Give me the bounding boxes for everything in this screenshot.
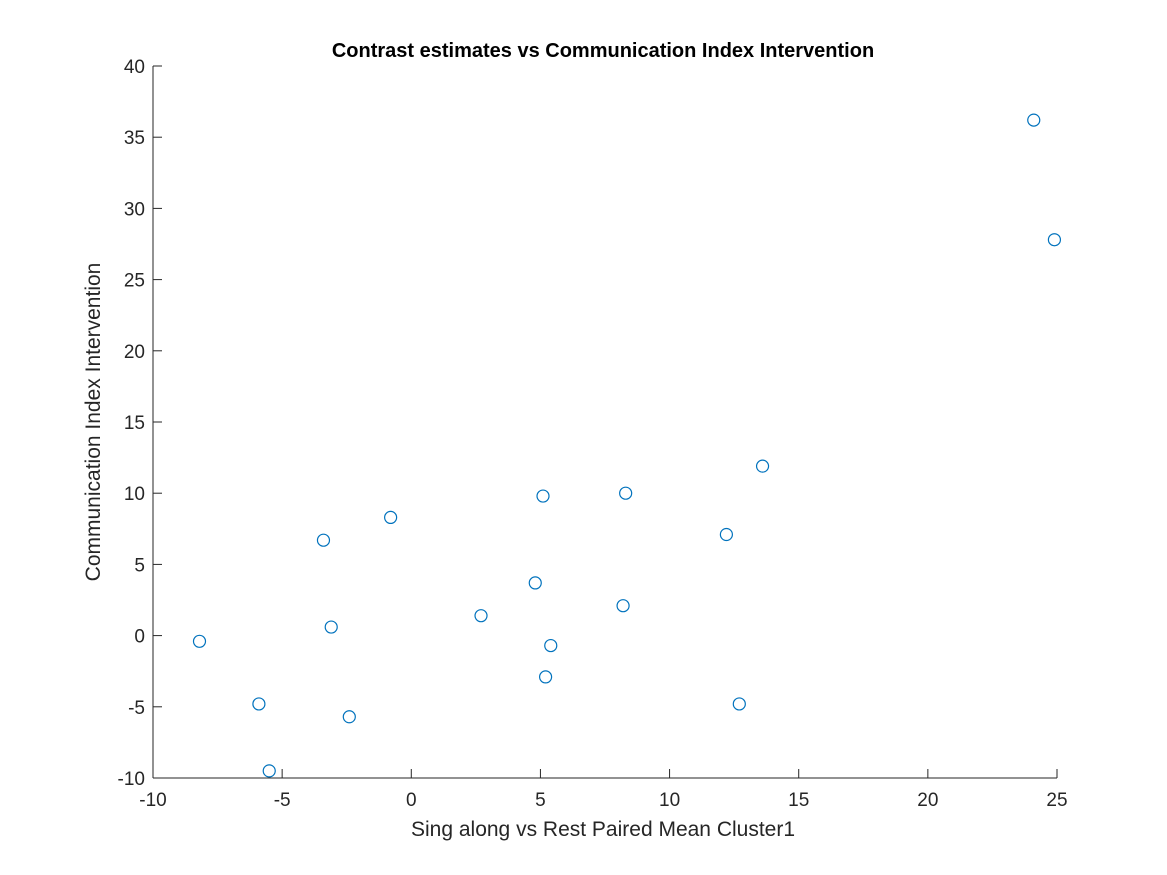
y-axis-label: Communication Index Intervention: [82, 263, 105, 582]
data-point: [192, 634, 207, 648]
data-point: [616, 599, 630, 613]
y-tick-label: -5: [128, 698, 145, 719]
x-tick-label: 0: [406, 790, 417, 811]
data-point: [544, 638, 558, 653]
data-point: [1047, 233, 1062, 247]
data-point: [536, 489, 550, 503]
x-tick-label: -5: [274, 790, 291, 811]
y-tick-label: -10: [118, 769, 145, 790]
y-tick-label: 30: [124, 199, 145, 220]
x-tick-label: 25: [1046, 790, 1067, 811]
data-point: [324, 620, 338, 634]
data-point: [719, 527, 733, 542]
data-point: [342, 710, 356, 724]
axes: -10 -5 0 5 10 15 20 25 -10 -5 0 5 10 15 20 25 30 35 40: [118, 57, 1068, 811]
x-tick-label: -10: [139, 790, 166, 811]
data-point: [619, 486, 633, 500]
x-ticks: -10 -5 0 5 10 15 20 25: [139, 769, 1068, 811]
y-tick-label: 25: [124, 271, 145, 292]
y-tick-label: 35: [124, 128, 145, 149]
x-tick-label: 5: [535, 790, 546, 811]
chart-title: Contrast estimates vs Communication Inde…: [332, 40, 874, 62]
data-point: [316, 533, 331, 547]
x-axis-label: Sing along vs Rest Paired Mean Cluster1: [411, 818, 795, 841]
data-point: [384, 510, 398, 525]
y-tick-label: 40: [124, 57, 145, 78]
x-tick-label: 10: [659, 790, 680, 811]
data-point: [732, 697, 746, 711]
y-tick-label: 0: [134, 627, 145, 648]
data-point: [1027, 113, 1041, 127]
x-tick-label: 15: [788, 790, 809, 811]
y-tick-label: 20: [124, 342, 145, 363]
data-point: [252, 697, 266, 711]
y-ticks: -10 -5 0 5 10 15 20 25 30 35 40: [118, 57, 162, 790]
x-tick-label: 20: [917, 790, 938, 811]
data-point: [538, 670, 553, 684]
data-point: [528, 576, 542, 590]
y-tick-label: 10: [124, 484, 145, 505]
data-point: [755, 459, 770, 473]
y-tick-label: 5: [134, 555, 145, 576]
y-tick-label: 15: [124, 413, 145, 434]
data-point: [474, 609, 488, 623]
data-points: [192, 113, 1062, 778]
data-point: [262, 764, 276, 778]
